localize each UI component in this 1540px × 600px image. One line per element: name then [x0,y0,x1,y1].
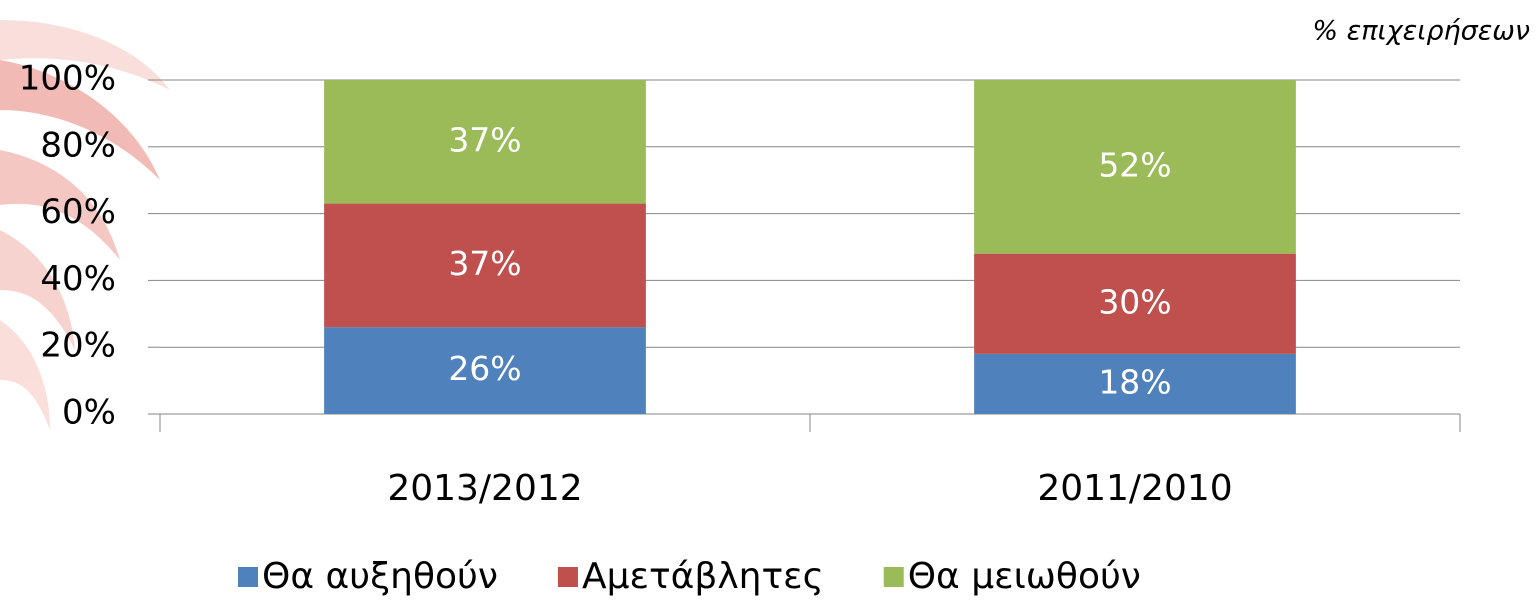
y-tick-label: 100% [19,59,116,99]
bar-segment [974,80,1296,254]
y-tick-label: 80% [40,125,116,165]
y-tick-label: 40% [40,259,116,299]
value-label: 30% [1098,282,1171,321]
legend-label: Αμετάβλητες [582,556,824,597]
value-label: 18% [1098,362,1171,401]
bar-segment [324,80,646,204]
x-tick-label: 2011/2010 [1037,468,1232,509]
annotation: % επιχειρήσεων [1312,16,1530,47]
legend-label: Θα αυξηθούν [262,556,498,597]
value-label: 37% [448,244,521,283]
y-tick-label: 0% [62,393,116,433]
legend-swatch [557,567,578,587]
y-tick-label: 60% [40,192,116,232]
bar-segment [974,353,1296,414]
x-tick-label: 2013/2012 [387,468,582,509]
bar-segment [974,253,1296,354]
value-label: 52% [1098,145,1171,184]
legend-swatch [238,567,258,587]
bar-segment [324,327,646,414]
bar-segment [324,203,646,328]
value-label: 37% [448,120,521,159]
legend-label: Θα μειωθούν [908,556,1141,597]
background-decoration [0,20,170,430]
legend-swatch [883,567,904,587]
y-tick-label: 20% [40,326,116,366]
value-label: 26% [448,349,521,388]
